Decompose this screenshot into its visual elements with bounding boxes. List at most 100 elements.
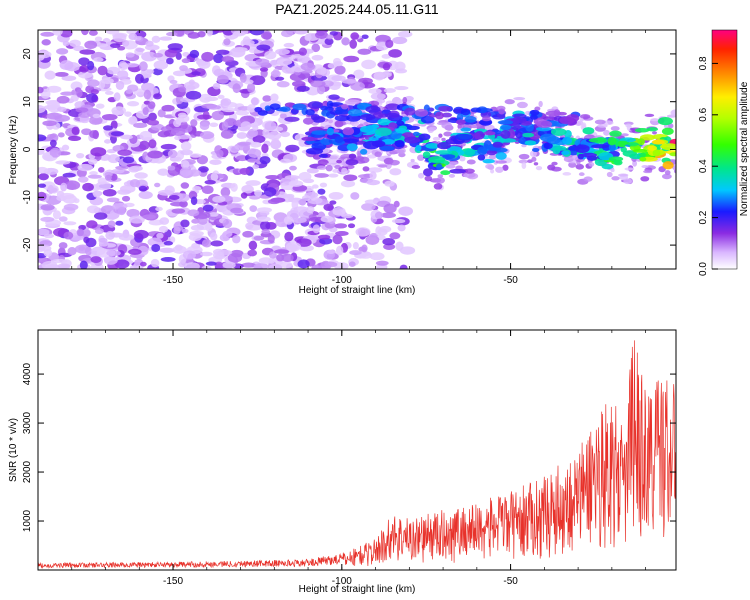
spectrogram-ridge-cell [456, 113, 464, 122]
spectrogram-noise-cell [285, 241, 302, 252]
spectrogram-noise-cell [341, 167, 348, 175]
spectrogram-ridge-cell [522, 132, 535, 138]
spectrogram-noise-cell [156, 232, 164, 239]
spectrogram-noise-cell [128, 248, 142, 255]
spectrogram-noise-cell [411, 165, 421, 170]
spectrogram-noise-cell [369, 233, 378, 238]
spectrogram-noise-cell [299, 198, 307, 206]
spectrogram-noise-cell [641, 165, 649, 169]
figure-title: PAZ1.2025.244.05.11.G11 [275, 1, 439, 17]
spectrogram-noise-cell [232, 83, 241, 94]
spectrogram-ridge-cell [661, 143, 676, 151]
spectrogram-noise-cell [328, 173, 339, 178]
spectrogram-noise-cell [273, 249, 290, 254]
spectrogram-noise-cell [397, 224, 406, 232]
spectrogram-noise-cell [86, 220, 98, 229]
spectrogram-noise-cell [280, 261, 293, 269]
spectrogram-noise-cell [133, 122, 148, 128]
spectrogram-noise-cell [38, 134, 47, 142]
spectrogram-noise-cell [222, 261, 236, 269]
spectrogram-noise-cell [460, 124, 465, 129]
spectrogram-noise-cell [432, 136, 441, 141]
spectrogram-noise-cell [268, 263, 282, 269]
spectrogram-ridge-cell [499, 138, 517, 143]
spectrogram-noise-cell [213, 53, 224, 64]
spectrogram-noise-cell [200, 251, 213, 257]
spectrogram-noise-cell [216, 74, 229, 84]
spectrogram-noise-cell [374, 211, 384, 219]
spectrogram-noise-cell [341, 37, 350, 46]
spectrogram-ridge-cell [365, 125, 374, 132]
spectrogram-noise-cell [237, 141, 253, 146]
spectrogram-ridge-cell [310, 113, 320, 121]
spectrogram-noise-cell [281, 30, 294, 38]
spectrogram-noise-cell [181, 58, 191, 64]
spectrogram-ytick-label: -10 [22, 190, 33, 205]
spectrogram-noise-cell [89, 171, 98, 176]
spectrogram-noise-cell [112, 203, 121, 210]
spectrogram-noise-cell [285, 193, 295, 199]
spectrogram-noise-cell [392, 36, 408, 45]
spectrogram-noise-cell [285, 144, 300, 153]
spectrogram-ridge-cell [359, 148, 368, 155]
spectrogram-noise-cell [389, 168, 402, 176]
spectrogram-noise-cell [76, 152, 85, 159]
colorbar-tick-label: 0.2 [698, 210, 709, 224]
spectrogram-noise-cell [227, 252, 243, 263]
spectrogram-noise-cell [206, 104, 221, 110]
spectrogram-ridge-cell [455, 133, 473, 141]
spectrogram-ridge-cell [530, 114, 538, 120]
spectrogram-noise-cell [38, 148, 45, 155]
spectrogram-ridge-cell [492, 141, 503, 148]
spectrogram-xtick-label: -150 [163, 275, 183, 286]
spectrogram-noise-cell [550, 166, 562, 172]
spectrogram-noise-cell [255, 58, 270, 66]
spectrogram-noise-cell [375, 260, 389, 266]
spectrogram-noise-cell [58, 242, 68, 249]
spectrogram-noise-cell [94, 228, 104, 235]
spectrogram-ridge-cell [394, 139, 405, 148]
spectrogram-noise-cell [63, 221, 77, 226]
spectrogram-noise-cell [332, 169, 340, 173]
spectrogram-noise-cell [329, 200, 337, 205]
spectrogram-noise-cell [311, 54, 324, 61]
spectrogram-ridge-cell [334, 115, 350, 122]
spectrogram-noise-cell [206, 30, 213, 37]
spectrogram-ridge-cell [524, 140, 537, 146]
spectrogram-noise-cell [145, 40, 154, 47]
spectrogram-noise-cell [239, 72, 247, 83]
spectrogram-ridge-cell [438, 105, 451, 112]
spectrogram-noise-cell [190, 196, 198, 206]
spectrogram-noise-cell [258, 0, 270, 3]
spectrogram-noise-cell [147, 101, 156, 109]
spectrogram-noise-cell [264, 0, 271, 2]
spectrogram-noise-cell [488, 153, 497, 160]
spectrogram-noise-cell [229, 145, 240, 153]
spectrogram-noise-cell [201, 185, 214, 194]
spectrogram-ridge-cell [482, 159, 495, 164]
spectrogram-ridge-cell [307, 101, 323, 109]
spectrogram-ridge-cell [561, 150, 570, 155]
spectrogram-noise-cell [254, 189, 263, 197]
spectrogram-noise-cell [264, 50, 277, 60]
spectrogram-noise-cell [361, 202, 376, 211]
spectrogram-noise-cell [96, 249, 109, 258]
spectrogram-noise-cell [323, 203, 334, 211]
spectrogram-noise-cell [383, 88, 396, 93]
spectrogram-noise-cell [284, 116, 300, 122]
spectrogram-ridge-cell [435, 163, 443, 171]
spectrogram-noise-cell [179, 167, 192, 177]
spectrogram-noise-cell [115, 165, 129, 170]
spectrogram-noise-cell [611, 176, 620, 181]
spectrogram-noise-cell [261, 143, 269, 154]
spectrogram-noise-cell [85, 237, 97, 248]
spectrogram-noise-cell [40, 216, 55, 222]
spectrogram-ridge-cell [377, 118, 391, 126]
spectrogram-ridge-cell [441, 112, 453, 118]
spectrogram-noise-cell [220, 98, 232, 106]
spectrogram-noise-cell [247, 249, 258, 257]
spectrogram-ridge-cell [601, 163, 614, 170]
spectrogram-noise-cell [198, 166, 209, 173]
spectrogram-noise-cell [38, 86, 44, 94]
spectrogram-noise-cell [169, 79, 178, 84]
